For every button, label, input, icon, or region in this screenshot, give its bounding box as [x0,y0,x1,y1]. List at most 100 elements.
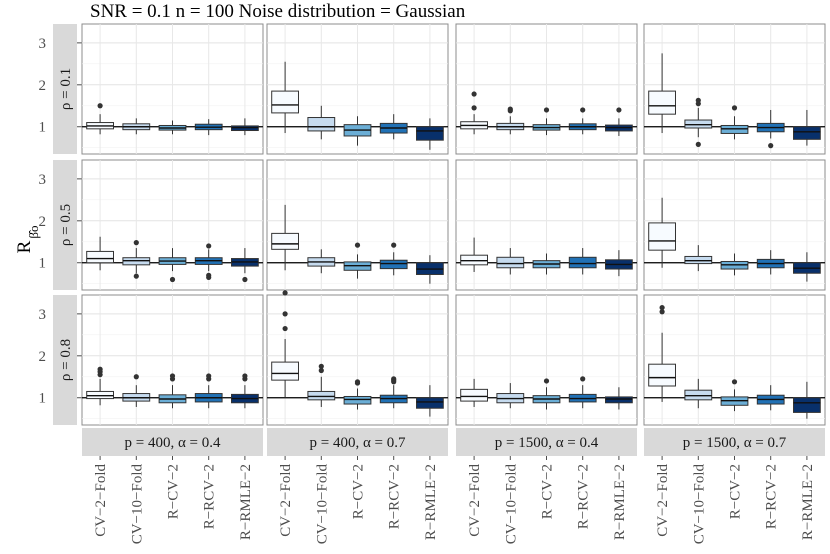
outlier-point [282,290,288,296]
box-iqr [460,388,488,402]
box-r-rcv-2 [568,376,597,409]
box-iqr [307,117,336,132]
box-r-rcv-2 [568,107,597,135]
box-iqr [271,90,299,114]
box-r-rmle-2 [231,373,259,409]
box-r-cv-2 [158,248,187,283]
box-r-cv-2 [532,107,561,136]
x-tick-label: R−RMLE−2 [612,464,628,540]
y-tick-label: 2 [39,214,47,230]
box-cv-2-fold [86,103,114,135]
y-axis-label-subscript: β̂o [26,225,41,238]
box-iqr [343,395,372,405]
column-strip-label-2: p = 400, α = 0.7 [309,435,406,451]
x-tick-label: R−CV−2 [166,464,182,519]
outlier-point [580,107,586,113]
y-tick-label: 3 [39,307,47,323]
column-strip-label-1: p = 400, α = 0.4 [124,435,221,451]
x-tick-label: R−RMLE−2 [800,464,816,540]
outlier-point [133,273,139,279]
outlier-point [543,107,550,113]
y-tick-label: 2 [39,349,47,365]
box-iqr [496,256,525,269]
box-cv-2-fold [86,366,114,406]
box-r-rcv-2 [379,114,408,140]
y-tick-label: 3 [39,36,47,52]
outlier-point [659,304,665,311]
outlier-point [242,373,248,379]
outlier-point [318,363,324,369]
outlier-point [133,240,139,246]
y-tick-label: 1 [39,391,47,407]
box-iqr [271,361,299,381]
x-tick-label: CV−2−Fold [655,464,671,537]
y-tick-label: 1 [39,256,47,272]
box-cv-10-fold [684,245,713,272]
box-iqr [605,396,633,404]
outlier-point [169,276,176,283]
column-strip-label-4: p = 1500, α = 0.7 [683,435,787,451]
x-tick-label: R−CV−2 [728,464,744,519]
box-r-cv-2 [158,120,187,135]
box-cv-2-fold [460,91,488,135]
box-iqr [648,90,676,115]
outlier-point [206,243,212,249]
box-r-rmle-2 [416,118,444,150]
outlier-point [318,367,324,374]
box-cv-10-fold [684,97,713,147]
box-iqr [793,397,821,413]
panel-r3-c1 [81,294,264,426]
box-r-cv-2 [343,116,372,146]
column-strip-4 [644,428,825,456]
outlier-point [354,242,361,248]
row-strip-2 [53,160,77,290]
y-tick-label: 2 [39,78,47,94]
panel-r1-c1 [81,23,264,155]
outlier-point [97,103,103,109]
outlier-point [616,107,622,113]
outlier-point [242,276,248,283]
box-cv-10-fold [496,248,525,275]
box-r-rcv-2 [756,250,785,275]
box-r-rmle-2 [793,109,821,146]
y-tick-label: 3 [39,172,47,188]
box-iqr [793,126,821,140]
box-r-rmle-2 [793,381,821,419]
outlier-point [695,141,701,147]
box-iqr [568,256,597,269]
box-r-cv-2 [343,242,372,279]
box-r-cv-2 [532,253,561,275]
box-iqr [648,222,676,251]
box-r-rmle-2 [231,118,259,136]
box-r-cv-2 [720,379,749,412]
outlier-point [169,373,176,379]
row-strip-3 [53,295,77,425]
box-cv-10-fold [307,105,336,140]
box-cv-2-fold [648,197,676,268]
box-cv-10-fold [496,383,525,409]
panel-r2-c4 [643,159,826,291]
box-cv-10-fold [122,118,151,135]
outlier-point [580,376,586,382]
box-r-rcv-2 [194,243,223,281]
outlier-point [354,379,361,385]
x-tick-label: CV−2−Fold [278,464,294,537]
x-tick-label: R−RCV−2 [387,464,403,529]
x-tick-label: CV−10−Fold [129,464,145,545]
outlier-point [391,242,397,248]
outlier-point [659,309,665,315]
x-tick-label: CV−10−Fold [691,464,707,545]
box-r-rcv-2 [756,385,785,411]
outlier-point [471,91,477,97]
x-tick-label: CV−2−Fold [467,464,483,537]
box-r-rmle-2 [416,255,444,284]
box-r-rcv-2 [379,376,408,409]
box-cv-2-fold [271,61,299,134]
box-r-rcv-2 [568,248,597,275]
chart-title: SNR = 0.1 n = 100 Noise distribution = G… [90,1,466,22]
x-tick-label: R−RCV−2 [764,464,780,529]
panel-r3-c4 [643,294,826,426]
outlier-point [543,378,550,384]
outlier-point [731,105,738,111]
box-r-rcv-2 [756,109,785,149]
